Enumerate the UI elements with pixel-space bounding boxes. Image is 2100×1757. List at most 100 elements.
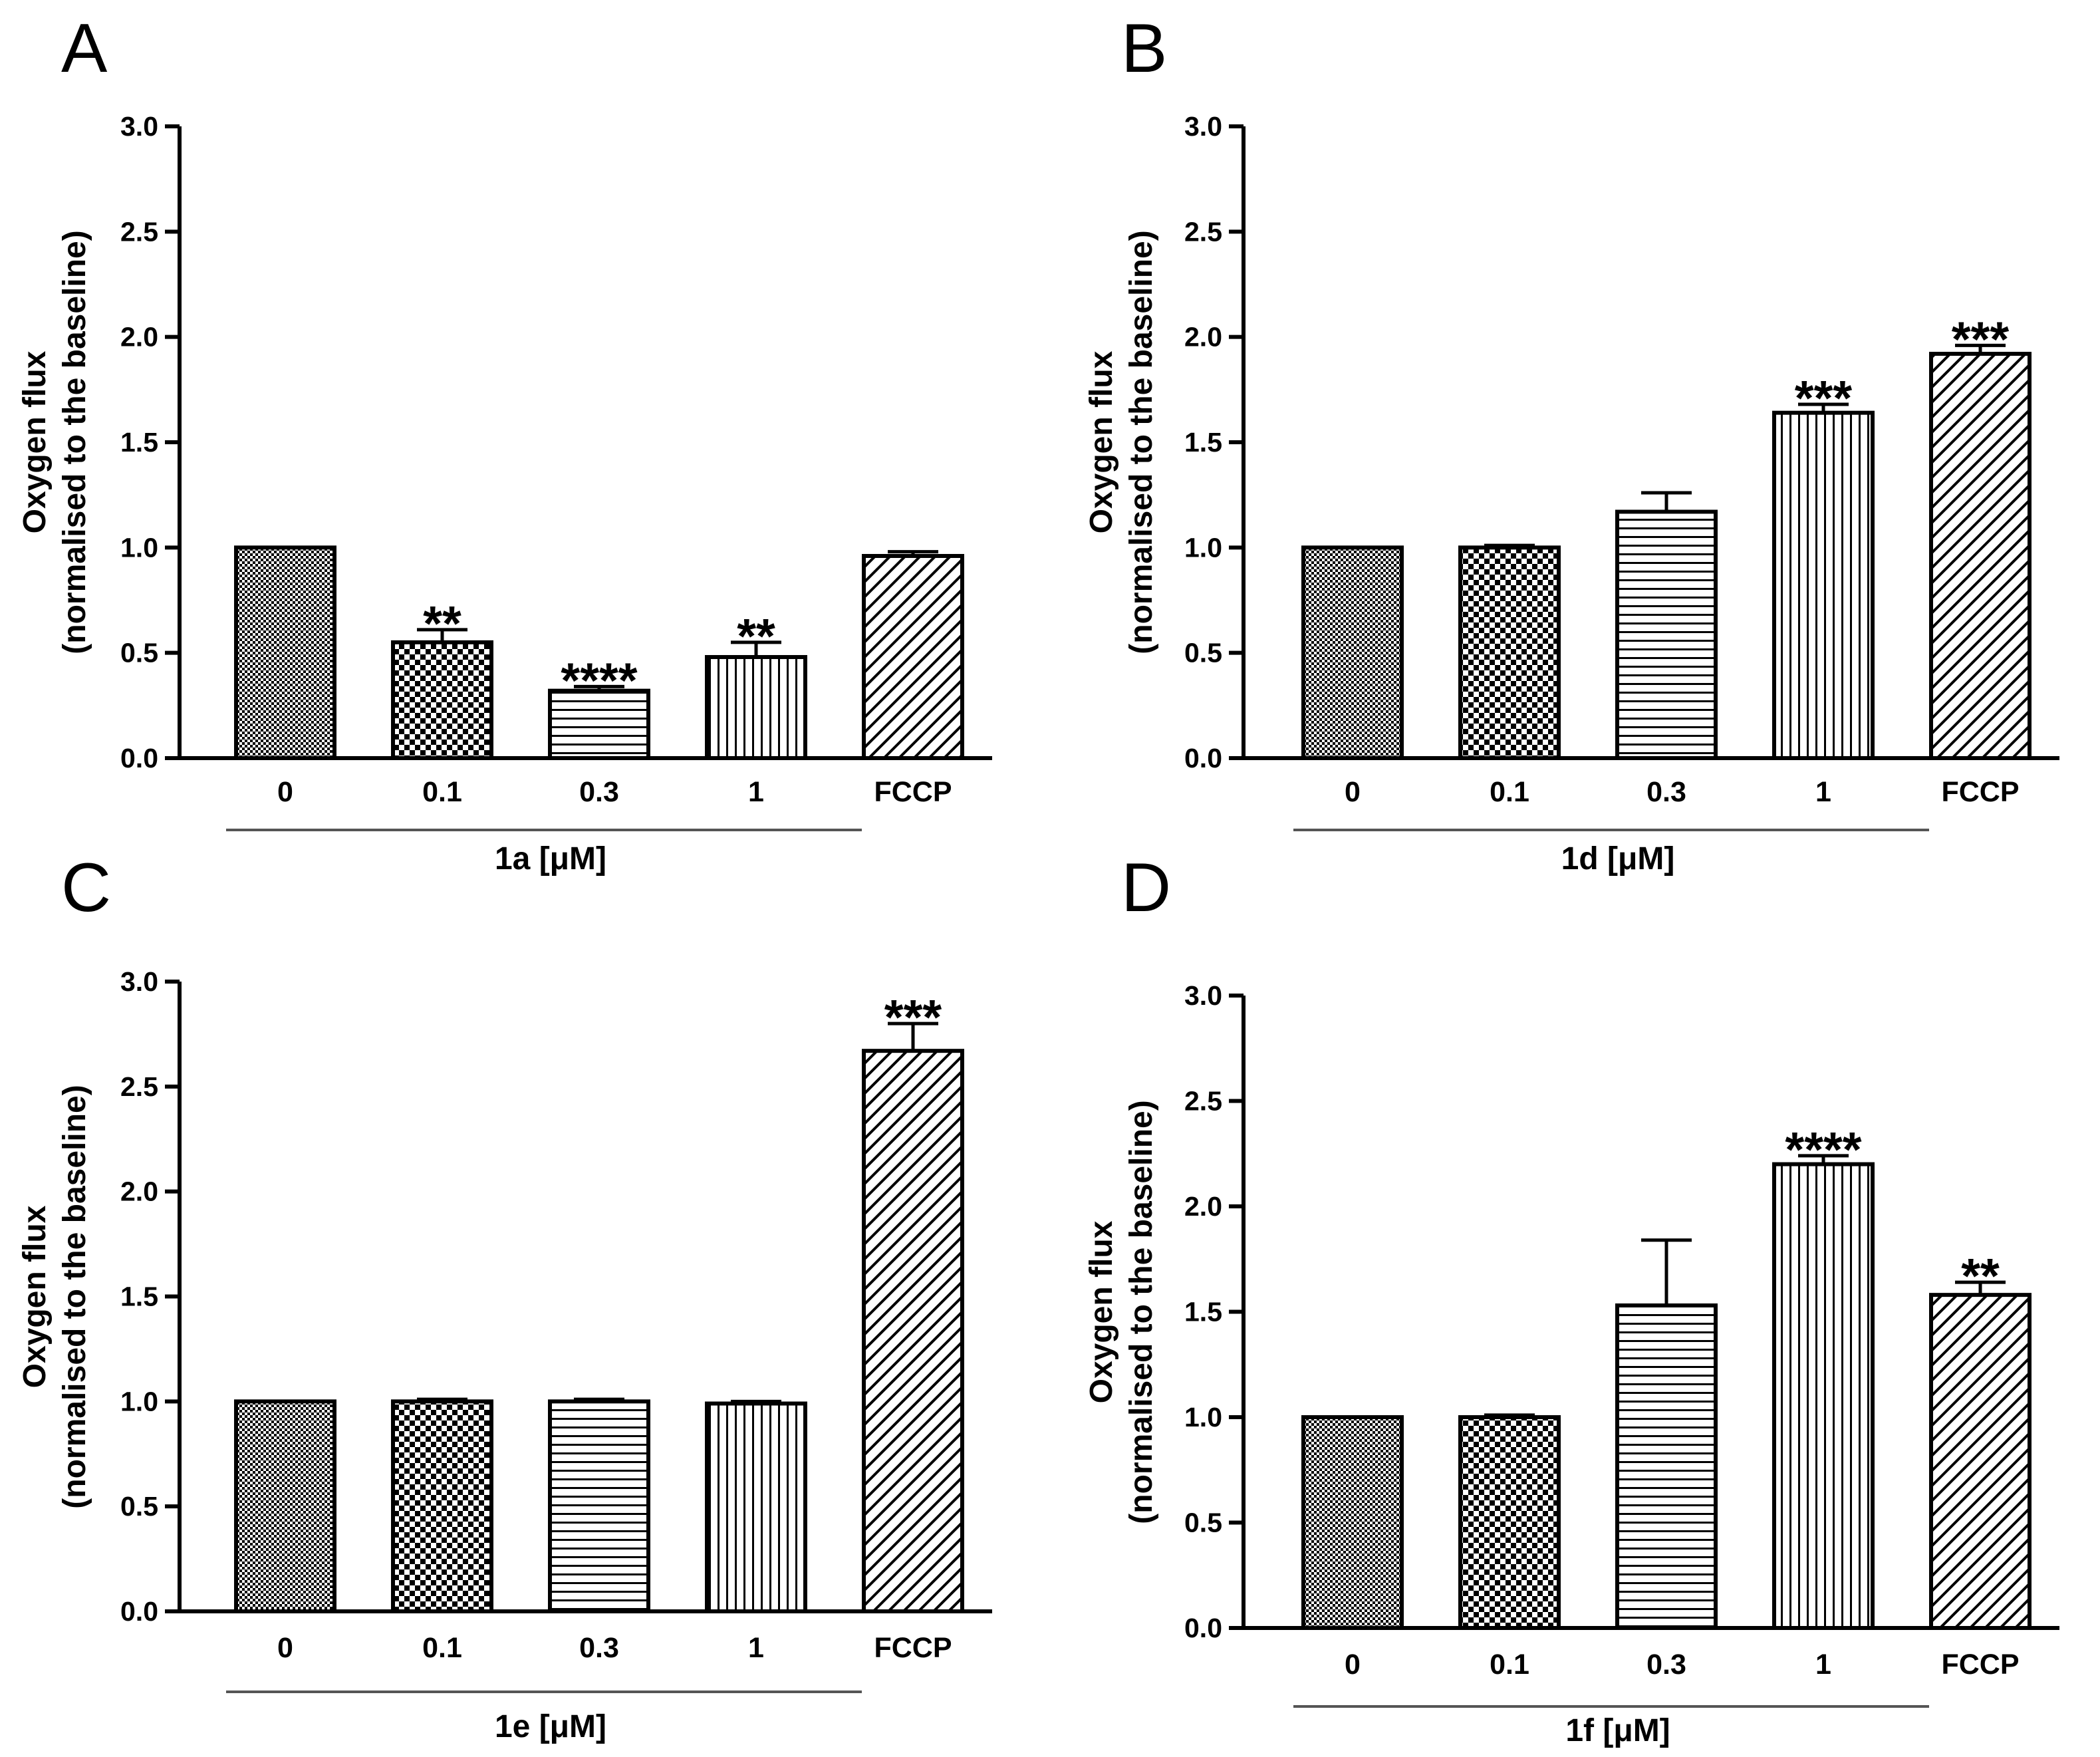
panel-a-bar-4 [862,554,964,760]
panel-c-plot: 0.0 0.5 1.0 1.5 2.0 2.5 3.0 Oxygen flux (normali… [17,966,992,1744]
panel-c: C 0.0 0.5 1.0 1.5 2.0 2.5 3.0 Oxygen flux (norma… [17,849,992,1744]
panel-c-y-axis-sublabel: (normalised to the baseline) [57,1085,92,1508]
panel-b-y-tick-label: 0.0 [1184,743,1222,773]
panel-c-significance-label: *** [884,990,942,1045]
panel-d-y-axis-sublabel: (normalised to the baseline) [1124,1100,1159,1524]
panel-c-x-tick-label: 0.3 [579,1632,619,1664]
panel-b-bar-2 [1615,509,1718,760]
panel-b-x-tick-label: 0 [1345,776,1361,808]
panel-d-bar-4 [1929,1293,2032,1630]
panel-d-x-tick-label: 0.1 [1490,1649,1529,1681]
panel-a-y-tick-label: 1.5 [120,427,158,458]
panel-d-y-tick-label: 1.0 [1184,1402,1222,1432]
panel-a-letter: A [61,10,108,87]
panel-b-x-tick-label: 0.1 [1490,776,1529,808]
panel-a-y-tick-label: 2.5 [120,216,158,247]
panel-d-x-tick-label: 0.3 [1646,1649,1686,1681]
panel-c-group-label: 1e [μM] [495,1709,606,1744]
panel-b-y-axis-sublabel: (normalised to the baseline) [1124,230,1159,654]
panel-d: D 0.0 0.5 1.0 1.5 2.0 2.5 3.0 Oxygen flux (norma… [1084,849,2059,1748]
panel-b-y-tick-label: 0.5 [1184,638,1222,668]
panel-d-x-tick-label: FCCP [1941,1649,2019,1681]
panel-a-y-tick-label: 0.0 [120,743,158,773]
panel-a-significance-label: **** [561,652,637,708]
panel-b-significance-label: *** [1795,370,1853,426]
panel-b-bar-1 [1458,545,1561,760]
panel-c-bar-0 [234,1399,336,1613]
panel-a-bar-3 [705,655,807,760]
panel-c-x-tick-label: 0 [277,1632,293,1664]
panel-b-significance-label: *** [1952,311,2010,366]
panel-a-plot: 0.0 0.5 1.0 1.5 2.0 2.5 3.0 Oxygen flux (normali… [17,111,992,877]
panel-b-y-tick-label: 3.0 [1184,111,1222,142]
panel-b: B 0.0 0.5 1.0 1.5 2.0 2.5 3.0 Oxygen flux (norma… [1084,10,2059,877]
panel-d-letter: D [1121,849,1171,926]
panel-c-y-axis-label: Oxygen flux [17,1205,53,1388]
panel-c-bar-3 [705,1401,807,1613]
panel-c-x-tick-label: 0.1 [422,1632,462,1664]
panel-a-bar-1 [391,640,493,760]
panel-a-bar-0 [234,545,336,760]
panel-d-y-tick-label: 0.0 [1184,1613,1222,1643]
panel-c-y-tick-label: 0.0 [120,1596,158,1627]
panel-a: A 0.0 0.5 1.0 1.5 2.0 2.5 3.0 Oxygen flux (norma… [17,10,992,877]
panel-a-x-tick-label: 1 [748,776,764,808]
panel-b-y-tick-label: 1.5 [1184,427,1222,458]
panel-a-y-tick-label: 1.0 [120,532,158,563]
panel-d-bar-3 [1772,1162,1875,1630]
panel-d-y-tick-label: 0.5 [1184,1508,1222,1538]
panel-d-bar-1 [1458,1415,1561,1630]
panel-d-y-tick-label: 2.5 [1184,1086,1222,1117]
panel-b-bar-4 [1929,352,2032,760]
panel-c-y-tick-label: 2.5 [120,1071,158,1102]
panel-a-y-tick-label: 3.0 [120,111,158,142]
panel-b-x-tick-label: 0.3 [1646,776,1686,808]
panel-c-bar-4 [862,1049,964,1614]
panel-c-y-tick-label: 0.5 [120,1491,158,1522]
panel-d-bar-0 [1301,1415,1404,1630]
panel-a-y-tick-label: 0.5 [120,638,158,668]
panel-b-y-tick-label: 1.0 [1184,532,1222,563]
panel-c-x-tick-label: FCCP [874,1632,952,1664]
panel-c-y-tick-label: 2.0 [120,1176,158,1207]
panel-d-y-tick-label: 3.0 [1184,980,1222,1011]
panel-c-y-tick-label: 1.5 [120,1282,158,1312]
panel-d-x-tick-label: 1 [1815,1649,1831,1681]
panel-d-y-tick-label: 2.0 [1184,1191,1222,1222]
panel-a-y-tick-label: 2.0 [120,322,158,352]
panel-c-bar-2 [548,1399,650,1613]
panel-c-bar-1 [391,1399,493,1613]
panel-a-x-tick-label: 0 [277,776,293,808]
panel-b-y-axis-label: Oxygen flux [1084,350,1119,533]
panel-c-y-tick-label: 1.0 [120,1386,158,1417]
panel-b-bar-0 [1301,545,1404,760]
panel-b-x-tick-label: 1 [1815,776,1831,808]
panel-a-bar-2 [548,688,650,760]
panel-d-x-tick-label: 0 [1345,1649,1361,1681]
panel-a-significance-label: ** [423,596,461,651]
panel-b-y-tick-label: 2.0 [1184,322,1222,352]
panel-d-y-axis-label: Oxygen flux [1084,1220,1119,1403]
panel-a-y-axis-label: Oxygen flux [17,350,53,533]
panel-a-y-axis-sublabel: (normalised to the baseline) [57,230,92,654]
panel-d-group-label: 1f [μM] [1565,1713,1670,1748]
panel-b-x-tick-label: FCCP [1941,776,2019,808]
panel-b-bar-3 [1772,410,1875,760]
panel-d-y-tick-label: 1.5 [1184,1297,1222,1327]
panel-d-plot: 0.0 0.5 1.0 1.5 2.0 2.5 3.0 Oxygen flux (normali… [1084,980,2059,1748]
panel-b-y-tick-label: 2.5 [1184,216,1222,247]
panel-c-x-tick-label: 1 [748,1632,764,1664]
panel-a-group-label: 1a [μM] [495,841,606,877]
panel-d-significance-label: **** [1785,1122,1861,1177]
panel-a-x-tick-label: FCCP [874,776,952,808]
panel-d-significance-label: ** [1961,1248,2000,1303]
panel-a-x-tick-label: 0.3 [579,776,619,808]
panel-a-significance-label: ** [737,608,775,664]
panel-b-group-label: 1d [μM] [1561,841,1675,877]
panel-d-bar-2 [1615,1303,1718,1630]
panel-a-x-tick-label: 0.1 [422,776,462,808]
panel-b-plot: 0.0 0.5 1.0 1.5 2.0 2.5 3.0 Oxygen flux (normali… [1084,111,2059,877]
panel-c-letter: C [61,849,111,926]
panel-b-letter: B [1121,10,1167,87]
